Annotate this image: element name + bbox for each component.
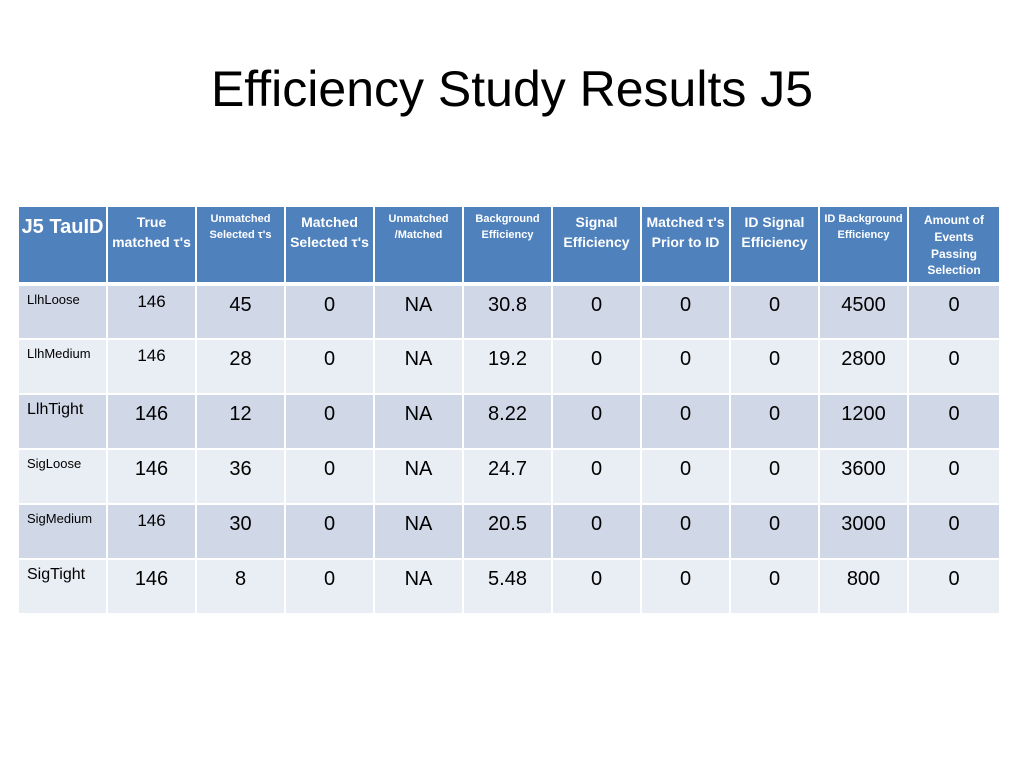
table-cell: 1200 <box>818 393 909 451</box>
table-cell: 0 <box>640 393 731 451</box>
table-cell: 0 <box>551 448 642 506</box>
table-cell: 0 <box>640 283 731 341</box>
column-header: Unmatched /Matched <box>373 204 464 287</box>
table-cell: 146 <box>106 283 197 341</box>
table-cell: 0 <box>551 338 642 396</box>
table-cell: 0 <box>729 283 820 341</box>
table-cell: 0 <box>640 338 731 396</box>
column-header: True matched τ's <box>106 204 197 287</box>
row-label: SigLoose <box>17 448 108 506</box>
header-row: J5 TauID True matched τ's Unmatched Sele… <box>17 204 1001 287</box>
column-header: Background Efficiency <box>462 204 553 287</box>
table-cell: 8 <box>195 558 286 616</box>
table-cell: 0 <box>907 393 1001 451</box>
table-cell: 0 <box>284 338 375 396</box>
table-cell: 30 <box>195 503 286 561</box>
table-cell: 0 <box>907 448 1001 506</box>
row-label: LlhLoose <box>17 283 108 341</box>
table-cell: 19.2 <box>462 338 553 396</box>
table-cell: 0 <box>551 558 642 616</box>
table-row: SigMedium 146 30 0 NA 20.5 0 0 0 3000 0 <box>17 503 1001 561</box>
table-cell: 0 <box>640 448 731 506</box>
table-cell: 12 <box>195 393 286 451</box>
table-cell: 0 <box>284 503 375 561</box>
table-cell: 800 <box>818 558 909 616</box>
results-table: J5 TauID True matched τ's Unmatched Sele… <box>17 204 1001 616</box>
table-cell: 45 <box>195 283 286 341</box>
column-header: Signal Efficiency <box>551 204 642 287</box>
table-cell: 0 <box>551 503 642 561</box>
table-cell: 20.5 <box>462 503 553 561</box>
table-cell: 0 <box>551 283 642 341</box>
table-cell: 0 <box>907 558 1001 616</box>
row-label: SigTight <box>17 558 108 616</box>
row-label: SigMedium <box>17 503 108 561</box>
table-cell: 146 <box>106 503 197 561</box>
table-cell: 146 <box>106 558 197 616</box>
table-cell: NA <box>373 338 464 396</box>
column-header: Matched τ's Prior to ID <box>640 204 731 287</box>
table-row: LlhLoose 146 45 0 NA 30.8 0 0 0 4500 0 <box>17 283 1001 341</box>
column-header: Unmatched Selected τ's <box>195 204 286 287</box>
table-cell: 146 <box>106 448 197 506</box>
table-cell: 0 <box>284 283 375 341</box>
table-cell: 0 <box>907 283 1001 341</box>
table-cell: 146 <box>106 338 197 396</box>
column-header: J5 TauID <box>17 204 108 287</box>
table-cell: NA <box>373 448 464 506</box>
table-cell: NA <box>373 393 464 451</box>
table-cell: 0 <box>284 558 375 616</box>
row-label: LlhTight <box>17 393 108 451</box>
table-cell: 2800 <box>818 338 909 396</box>
table-cell: NA <box>373 503 464 561</box>
table-cell: 0 <box>729 338 820 396</box>
table-cell: 146 <box>106 393 197 451</box>
table-row: SigLoose 146 36 0 NA 24.7 0 0 0 3600 0 <box>17 448 1001 506</box>
column-header: ID Signal Efficiency <box>729 204 820 287</box>
column-header: Amount of Events Passing Selection <box>907 204 1001 287</box>
table-cell: 0 <box>284 393 375 451</box>
table-cell: NA <box>373 558 464 616</box>
column-header: Matched Selected τ's <box>284 204 375 287</box>
table-row: LlhTight 146 12 0 NA 8.22 0 0 0 1200 0 <box>17 393 1001 451</box>
row-label: LlhMedium <box>17 338 108 396</box>
table-cell: 0 <box>729 558 820 616</box>
slide-title: Efficiency Study Results J5 <box>210 61 814 117</box>
table-cell: 5.48 <box>462 558 553 616</box>
table-cell: 24.7 <box>462 448 553 506</box>
table-cell: 0 <box>551 393 642 451</box>
table-cell: 0 <box>284 448 375 506</box>
column-header: ID Background Efficiency <box>818 204 909 287</box>
table-cell: 0 <box>729 448 820 506</box>
table-cell: 4500 <box>818 283 909 341</box>
table-cell: 30.8 <box>462 283 553 341</box>
table-row: SigTight 146 8 0 NA 5.48 0 0 0 800 0 <box>17 558 1001 616</box>
table-cell: NA <box>373 283 464 341</box>
table-body: LlhLoose 146 45 0 NA 30.8 0 0 0 4500 0 LlhMedium 146… <box>17 283 1001 616</box>
table-cell: 0 <box>907 338 1001 396</box>
table-cell: 0 <box>907 503 1001 561</box>
table-cell: 36 <box>195 448 286 506</box>
table-cell: 3000 <box>818 503 909 561</box>
table-cell: 28 <box>195 338 286 396</box>
table-cell: 0 <box>729 393 820 451</box>
table-cell: 8.22 <box>462 393 553 451</box>
table-cell: 0 <box>729 503 820 561</box>
table-cell: 0 <box>640 503 731 561</box>
table-row: LlhMedium 146 28 0 NA 19.2 0 0 0 2800 0 <box>17 338 1001 396</box>
table-cell: 0 <box>640 558 731 616</box>
table-cell: 3600 <box>818 448 909 506</box>
